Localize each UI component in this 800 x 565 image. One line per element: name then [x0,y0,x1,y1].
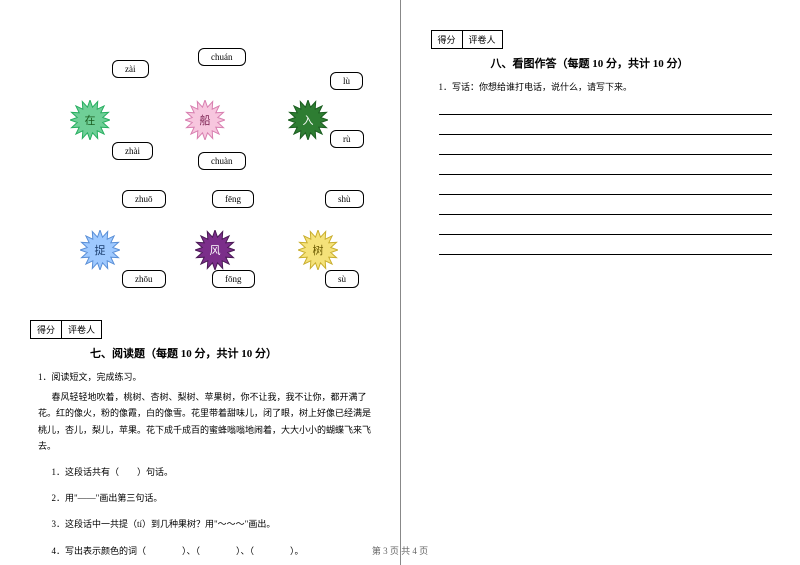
write-line [439,199,773,215]
pinyin-box: fēng [212,190,254,208]
pinyin-box: shù [325,190,364,208]
char-burst: 在 [70,100,110,140]
section7-title: 七、阅读题（每题 10 分，共计 10 分） [90,345,380,361]
pinyin-box: fōng [212,270,255,288]
score-label: 得分 [431,30,463,49]
page-footer: 第 3 页 共 4 页 [0,544,800,557]
left-column: 在 zài zhài 船 chuán chuàn 入lù rù 捉 zhuō zhōu 风 fēng fō… [0,0,401,565]
char-burst: 风 [195,230,235,270]
char-burst: 船 [185,100,225,140]
write-line [439,219,773,235]
score-label: 得分 [30,320,62,339]
pinyin-diagram: 在 zài zhài 船 chuán chuàn 入lù rù 捉 zhuō zhōu 风 fēng fō… [30,30,380,320]
pinyin-box: zhōu [122,270,166,288]
section8-title: 八、看图作答（每题 10 分，共计 10 分） [491,55,781,71]
grader-label: 评卷人 [61,320,102,339]
pinyin-box: zài [112,60,149,78]
section7-q3: 3．这段话中一共提（tí）到几种果树？用"～～～"画出。 [38,516,380,532]
section7-q2: 2．用"——"画出第三句话。 [38,490,380,506]
section8-lead: 1．写话：你想给谁打电话，说什么，请写下来。 [439,79,781,95]
char-burst: 入 [288,100,328,140]
pinyin-box: sù [325,270,359,288]
char-burst: 树 [298,230,338,270]
pinyin-box: zhuō [122,190,166,208]
write-line [439,159,773,175]
writing-lines [431,99,781,255]
right-column: 得分 评卷人 八、看图作答（每题 10 分，共计 10 分） 1．写话：你想给谁… [401,0,800,565]
section7-passage: 春风轻轻地吹着，桃树、杏树、梨树、苹果树，你不让我，我不让你，都开满了花。红的像… [38,389,380,454]
char-burst: 捉 [80,230,120,270]
pinyin-box: chuán [198,48,246,66]
grader-label: 评卷人 [462,30,503,49]
pinyin-box: chuàn [198,152,246,170]
score-box-section7: 得分 评卷人 [30,320,380,339]
pinyin-box: zhài [112,142,153,160]
write-line [439,239,773,255]
pinyin-box: lù [330,72,363,90]
score-box-section8: 得分 评卷人 [431,30,781,49]
pinyin-box: rù [330,130,364,148]
write-line [439,139,773,155]
write-line [439,119,773,135]
write-line [439,99,773,115]
section7-lead: 1．阅读短文，完成练习。 [38,369,380,385]
write-line [439,179,773,195]
section7-q1: 1．这段话共有（ ）句话。 [38,464,380,480]
